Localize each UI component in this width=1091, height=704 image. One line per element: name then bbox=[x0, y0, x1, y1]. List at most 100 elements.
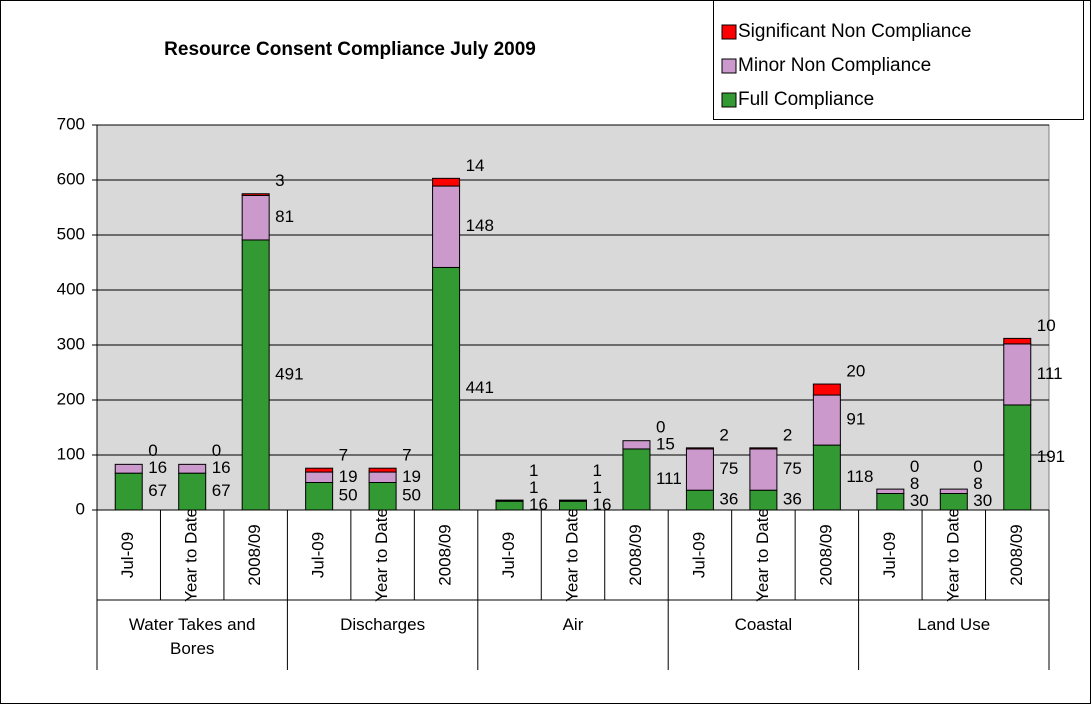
x-tick-label: Jul-09 bbox=[689, 532, 708, 578]
data-label: 36 bbox=[719, 490, 738, 509]
bar-segment bbox=[305, 482, 334, 511]
data-label: 91 bbox=[846, 410, 865, 429]
data-label: 16 bbox=[593, 495, 612, 514]
data-label: 111 bbox=[656, 469, 682, 488]
data-label: 19 bbox=[402, 467, 421, 486]
bar-segment bbox=[432, 185, 461, 268]
legend-label: Minor Non Compliance bbox=[738, 55, 931, 76]
y-tick-label: 300 bbox=[57, 334, 85, 353]
data-label: 50 bbox=[402, 486, 421, 505]
y-tick-label: 400 bbox=[57, 279, 85, 298]
data-label: 0 bbox=[212, 441, 221, 460]
bar-segment bbox=[114, 472, 143, 511]
bar-segment bbox=[876, 488, 905, 495]
group-label: Air bbox=[562, 615, 584, 634]
data-label: 118 bbox=[846, 467, 873, 486]
data-label: 191 bbox=[1037, 447, 1065, 466]
bar-segment bbox=[685, 489, 714, 511]
bar-segment bbox=[812, 444, 841, 511]
bar-segment bbox=[1003, 337, 1032, 345]
data-label: 16 bbox=[212, 458, 231, 477]
bar-segment bbox=[749, 448, 778, 491]
x-tick-label: Jul-09 bbox=[499, 532, 518, 578]
data-label: 7 bbox=[339, 446, 348, 465]
group-label: Discharges bbox=[340, 615, 426, 634]
bar-segment bbox=[305, 467, 334, 473]
bar-segment bbox=[812, 383, 841, 396]
x-tick-label: 2008/09 bbox=[436, 524, 455, 585]
data-label: 1 bbox=[529, 478, 538, 497]
data-label: 75 bbox=[719, 459, 738, 478]
group-label: Water Takes and Bores bbox=[128, 615, 256, 658]
y-tick-label: 700 bbox=[57, 114, 85, 133]
y-tick-label: 500 bbox=[57, 224, 85, 243]
bar-segment bbox=[749, 447, 778, 450]
x-tick-label: 2008/09 bbox=[816, 524, 835, 585]
data-label: 14 bbox=[466, 156, 485, 175]
data-label: 1 bbox=[529, 461, 538, 480]
plot-area bbox=[96, 124, 1050, 511]
bar-segment bbox=[241, 239, 270, 511]
bar-segment bbox=[178, 472, 207, 511]
data-label: 67 bbox=[148, 481, 167, 500]
x-tick-label: Year to Date bbox=[562, 508, 581, 602]
data-label: 50 bbox=[339, 486, 358, 505]
bar-segment bbox=[812, 394, 841, 446]
data-label: 20 bbox=[846, 362, 865, 381]
data-label: 36 bbox=[783, 490, 802, 509]
data-label: 81 bbox=[275, 207, 294, 226]
data-label: 3 bbox=[275, 171, 284, 190]
data-label: 10 bbox=[1037, 316, 1056, 335]
data-label: 0 bbox=[656, 417, 665, 436]
bar-segment bbox=[241, 193, 270, 196]
bar-segment bbox=[685, 447, 714, 450]
bar-segment bbox=[685, 448, 714, 491]
data-label: 7 bbox=[402, 446, 411, 465]
data-label: 8 bbox=[910, 474, 919, 493]
data-label: 15 bbox=[656, 434, 675, 453]
bar-segment bbox=[1003, 343, 1032, 406]
legend-swatch bbox=[721, 58, 737, 74]
bar-segment bbox=[368, 482, 397, 511]
legend-label: Significant Non Compliance bbox=[738, 21, 971, 42]
bar-segment bbox=[114, 463, 143, 474]
data-label: 111 bbox=[1037, 364, 1063, 383]
y-tick-label: 200 bbox=[57, 389, 85, 408]
data-label: 19 bbox=[339, 467, 358, 486]
x-tick-label: Jul-09 bbox=[880, 532, 899, 578]
chart-title: Resource Consent Compliance July 2009 bbox=[164, 39, 536, 60]
x-tick-label: 2008/09 bbox=[1007, 524, 1026, 585]
bar-segment bbox=[622, 448, 651, 511]
x-tick-label: Year to Date bbox=[372, 508, 391, 602]
bar-segment bbox=[495, 499, 524, 502]
data-label: 16 bbox=[529, 495, 548, 514]
x-tick-label: Year to Date bbox=[182, 508, 201, 602]
bar-segment bbox=[939, 493, 968, 511]
bar-segment bbox=[305, 471, 334, 483]
data-label: 2 bbox=[719, 425, 728, 444]
group-label: Coastal bbox=[734, 615, 793, 634]
data-label: 1 bbox=[593, 461, 602, 480]
y-tick-label: 0 bbox=[76, 499, 85, 518]
legend-box bbox=[713, 0, 1084, 120]
bar-segment bbox=[368, 471, 397, 483]
x-tick-label: 2008/09 bbox=[626, 524, 645, 585]
data-label: 30 bbox=[910, 491, 929, 510]
data-label: 0 bbox=[910, 457, 919, 476]
legend-swatch bbox=[721, 24, 737, 40]
data-label: 148 bbox=[466, 216, 494, 235]
bar-segment bbox=[876, 493, 905, 511]
data-label: 1 bbox=[593, 478, 602, 497]
bar-segment bbox=[939, 488, 968, 495]
bar-segment bbox=[432, 266, 461, 511]
x-tick-label: Year to Date bbox=[753, 508, 772, 602]
x-tick-label: 2008/09 bbox=[245, 524, 264, 585]
x-tick-label: Jul-09 bbox=[118, 532, 137, 578]
x-tick-label: Year to Date bbox=[943, 508, 962, 602]
data-label: 491 bbox=[275, 364, 303, 383]
data-label: 75 bbox=[783, 459, 802, 478]
data-label: 0 bbox=[148, 441, 157, 460]
bar-segment bbox=[432, 177, 461, 187]
